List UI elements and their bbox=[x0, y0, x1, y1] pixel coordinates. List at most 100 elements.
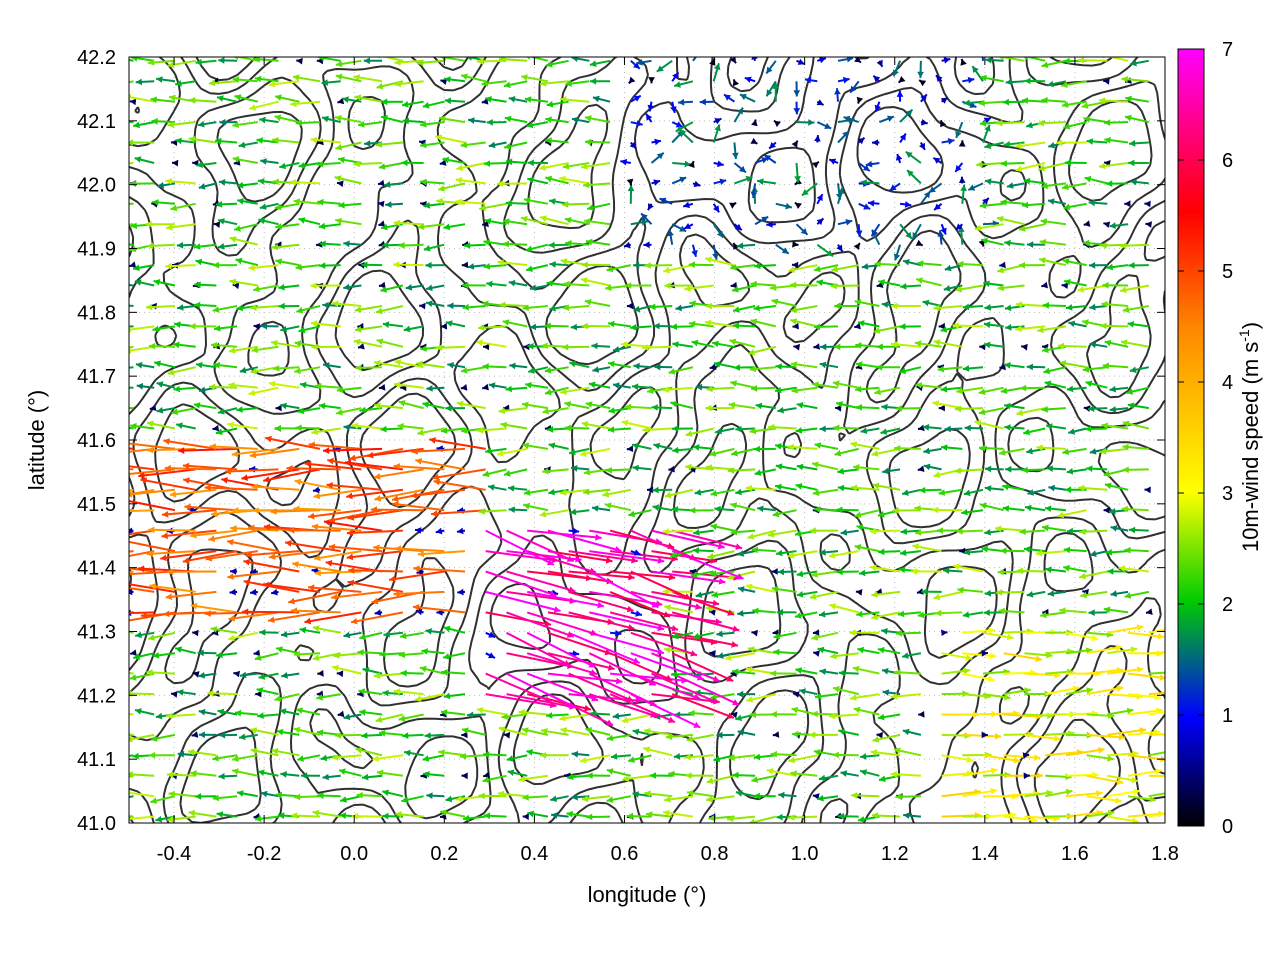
wind-vector-head bbox=[560, 489, 567, 496]
wind-vector-head bbox=[320, 754, 328, 762]
wind-vector-head bbox=[313, 492, 321, 500]
wind-vector-head bbox=[254, 815, 262, 822]
wind-vector-head bbox=[791, 706, 799, 714]
wind-vector-head bbox=[790, 770, 797, 777]
wind-vector-head bbox=[478, 324, 485, 331]
wind-vector-head bbox=[393, 463, 400, 470]
wind-vector-head bbox=[155, 815, 163, 823]
wind-vector-head bbox=[859, 569, 866, 577]
wind-vector-head bbox=[1041, 182, 1048, 190]
wind-vector bbox=[366, 447, 424, 457]
wind-vector-head bbox=[263, 476, 270, 483]
wind-vector-head bbox=[196, 361, 203, 369]
wind-vector-head bbox=[695, 591, 703, 598]
wind-vector bbox=[208, 529, 258, 541]
wind-vector bbox=[589, 631, 665, 655]
wind-vector-head bbox=[626, 812, 633, 820]
wind-vector-head bbox=[559, 175, 566, 183]
wind-vector-head bbox=[811, 161, 819, 169]
wind-vector-head bbox=[656, 65, 664, 72]
wind-vector-head bbox=[217, 708, 225, 716]
wind-vector-head bbox=[890, 771, 897, 778]
wind-vector-head bbox=[693, 693, 701, 701]
wind-vector-head bbox=[649, 772, 656, 779]
wind-vector-head bbox=[1045, 566, 1052, 573]
wind-vector-head bbox=[205, 554, 213, 562]
wind-vector bbox=[129, 243, 134, 246]
wind-vector-head bbox=[486, 119, 493, 126]
wind-vector-head bbox=[633, 261, 640, 269]
wind-vector-head bbox=[936, 527, 943, 534]
wind-vector-head bbox=[190, 770, 197, 777]
wind-vector-head bbox=[858, 816, 865, 823]
wind-vector-head bbox=[133, 653, 140, 660]
wind-vector-head bbox=[840, 770, 848, 777]
wind-vector-head bbox=[792, 691, 800, 698]
wind-vector-head bbox=[615, 629, 622, 637]
wind-vector-head bbox=[443, 223, 451, 231]
wind-vector-head bbox=[351, 617, 358, 625]
wind-vector-head bbox=[770, 710, 777, 718]
wind-vector-head bbox=[665, 733, 673, 741]
wind-vector-head bbox=[905, 151, 913, 159]
wind-vector-head bbox=[168, 790, 175, 798]
wind-vector-head bbox=[455, 177, 463, 184]
wind-vector-head bbox=[182, 557, 190, 564]
wind-vector-head bbox=[290, 812, 298, 819]
wind-vector-head bbox=[715, 427, 722, 435]
wind-vector-head bbox=[1133, 788, 1140, 796]
wind-vector-head bbox=[1089, 303, 1096, 311]
wind-vector-head bbox=[647, 486, 654, 494]
wind-vector-head bbox=[445, 320, 453, 327]
wind-vector-head bbox=[129, 326, 131, 333]
wind-vector-head bbox=[981, 649, 988, 657]
wind-vector-head bbox=[503, 731, 511, 739]
wind-vector bbox=[609, 550, 679, 561]
wind-vector-head bbox=[684, 753, 691, 761]
wind-vector bbox=[388, 570, 445, 581]
wind-vector-head bbox=[990, 787, 997, 795]
wind-vector-head bbox=[417, 223, 425, 230]
wind-vector bbox=[140, 478, 196, 491]
wind-vector-head bbox=[812, 381, 819, 389]
wind-vector-head bbox=[82, 462, 88, 469]
colorbar-tick-label: 3 bbox=[1222, 483, 1233, 505]
wind-vector-head bbox=[643, 728, 651, 735]
wind-vector-head bbox=[540, 80, 547, 87]
wind-vector-head bbox=[1004, 424, 1011, 431]
wind-vector-head bbox=[560, 96, 567, 103]
wind-vector-head bbox=[854, 299, 862, 306]
wind-vector-head bbox=[608, 407, 616, 414]
wind-vector-head bbox=[1068, 428, 1076, 435]
wind-vector-head bbox=[606, 796, 614, 803]
wind-vector-head bbox=[777, 406, 784, 414]
wind-vector bbox=[630, 652, 705, 681]
wind-vector-head bbox=[1118, 565, 1126, 572]
wind-vector-head bbox=[271, 243, 279, 251]
wind-vector bbox=[249, 447, 300, 457]
wind-vector-head bbox=[727, 467, 735, 474]
wind-vector-head bbox=[288, 597, 295, 605]
wind-vector-head bbox=[540, 215, 547, 222]
wind-vector-head bbox=[870, 564, 877, 572]
wind-vector-head bbox=[872, 812, 879, 819]
wind-vector-head bbox=[133, 264, 140, 272]
wind-vector-head bbox=[999, 449, 1006, 456]
wind-vector-head bbox=[591, 342, 598, 350]
wind-vector-head bbox=[311, 343, 318, 351]
wind-vector-head bbox=[97, 611, 103, 618]
wind-vector-head bbox=[771, 585, 779, 593]
wind-vector-head bbox=[712, 599, 720, 607]
wind-vector-head bbox=[1086, 687, 1093, 694]
wind-vector bbox=[348, 569, 403, 573]
wind-vector-head bbox=[319, 262, 326, 269]
wind-vector bbox=[129, 583, 176, 593]
wind-vector-head bbox=[233, 670, 240, 678]
wind-vector-head bbox=[358, 121, 365, 128]
wind-vector-head bbox=[1091, 634, 1099, 642]
wind-vector-head bbox=[1127, 402, 1135, 409]
wind-vector-head bbox=[156, 76, 163, 83]
wind-vector-head bbox=[794, 202, 802, 209]
wind-vector-head bbox=[316, 729, 324, 737]
